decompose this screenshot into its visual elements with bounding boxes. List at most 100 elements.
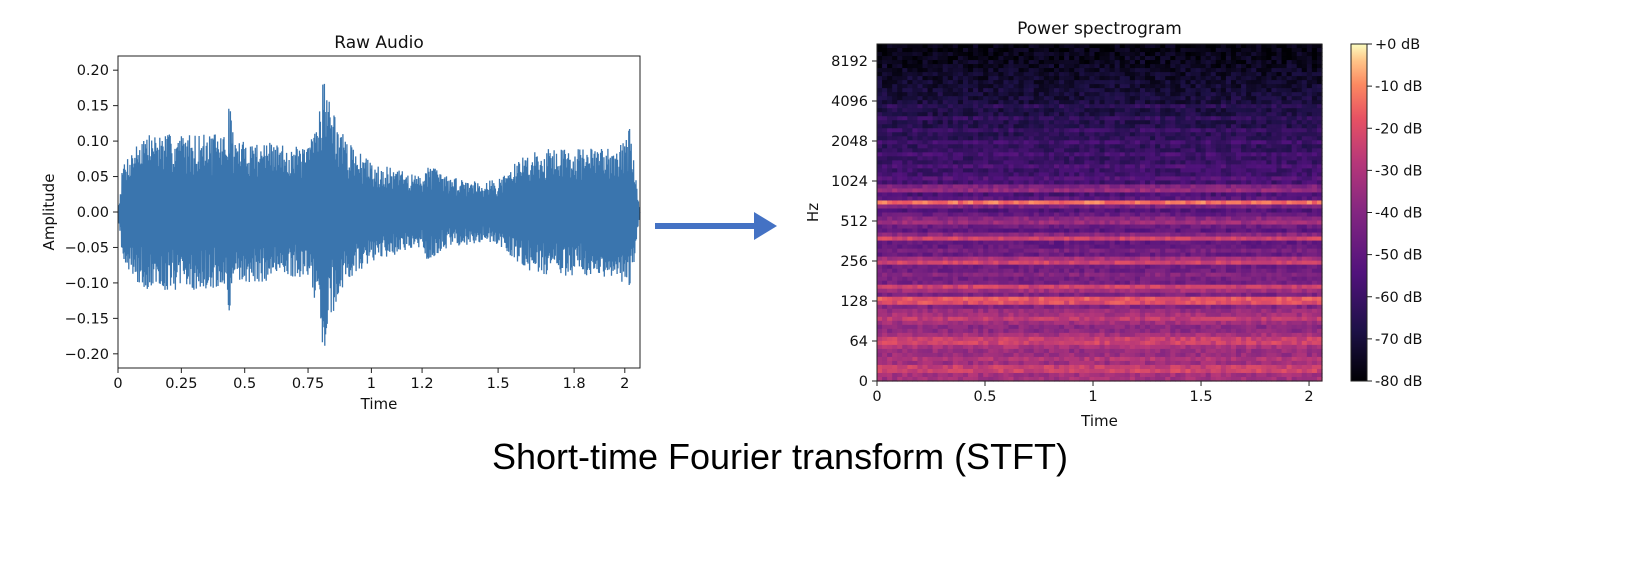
spectrogram-cell [988,196,994,202]
spectrogram-cell [882,336,888,342]
spectrogram-cell [1139,196,1146,202]
spectrogram-cell [1048,360,1055,366]
spectrogram-cell [1018,84,1025,89]
spectrogram-cell [978,172,984,177]
spectrogram-cell [1033,188,1040,194]
spectrogram-cell [1043,216,1050,222]
spectrogram-cell [892,140,898,145]
spectrogram-cell [922,68,929,73]
spectrogram-cell [962,368,969,374]
spectrogram-cell [902,184,908,190]
spectrogram-cell [1114,120,1121,125]
spectrogram-cell [1160,164,1166,169]
spectrogram-cell [962,172,969,177]
spectrogram-cell [1160,296,1166,302]
spectrogram-cell [892,372,898,378]
spectrogram-cell [917,148,924,153]
spectrogram-cell [902,44,908,49]
spectrogram-cell [1124,332,1131,338]
spectrogram-cell [1150,372,1156,378]
spectrogram-cell [917,112,924,117]
spectrogram-cell [1104,60,1111,65]
spectrogram-cell [917,132,924,137]
spectrogram-cell [1139,284,1146,290]
spectrogram-cell [952,356,959,362]
spectrogram-cell [882,364,888,370]
spectrogram-cell [1008,376,1015,382]
spectrogram-cell [917,220,924,226]
spectrogram-cell [957,360,964,366]
spectrogram-cell [998,112,1005,117]
spectrogram-cell [1053,312,1060,318]
spectrogram-cell [1074,292,1080,298]
spectrogram-cell [927,236,934,242]
spectrogram-cell [1089,108,1096,113]
spectrogram-cell [942,360,949,366]
spectrogram-cell [988,324,994,330]
spectrogram-cell [1129,284,1136,290]
spectrogram-cell [1094,48,1101,53]
spectrogram-cell [1109,320,1116,326]
spectrogram-cell [1043,296,1050,302]
spectrogram-cell [1084,228,1090,234]
spectrogram-cell [1119,68,1126,73]
spectrogram-cell [1079,200,1085,206]
spectrogram-cell [1104,320,1111,326]
spectrogram-cell [892,112,898,117]
spectrogram-cell [897,44,903,49]
spectrogram-cell [1109,260,1116,266]
spectrogram-cell [1129,108,1136,113]
spectrogram-cell [882,292,888,298]
spectrogram-cell [1124,164,1131,169]
spectrogram-cell [1018,336,1025,342]
spectrogram-cell [897,148,903,153]
spectrogram-cell [942,160,949,165]
spectrogram-cell [1079,188,1085,194]
spectrogram-cell [1114,200,1121,206]
spectrogram-cell [1033,200,1040,206]
spectrogram-cell [892,84,898,89]
spectrogram-cell [957,324,964,330]
spectrogram-cell [1079,124,1085,129]
spectrogram-cell [1069,160,1075,165]
spectrogram-cell [917,208,924,214]
spectrogram-cell [922,236,929,242]
spectrogram-cell [1124,236,1131,242]
spectrogram-cell [1023,100,1030,105]
spectrogram-cell [1124,88,1131,93]
spectrogram-cell [1104,220,1111,226]
spectrogram-cell [1150,176,1156,181]
spectrogram-cell [907,224,913,230]
spectrogram-cell [897,76,903,81]
spectrogram-cell [1104,228,1111,234]
spectrogram-cell [957,212,964,218]
spectrogram-cell [993,344,999,350]
spectrogram-cell [1028,276,1035,282]
spectrogram-cell [988,64,994,69]
spectrogram-cell [922,112,929,117]
spectrogram-cell [897,292,903,298]
spectrogram-cell [1114,240,1121,246]
spectrogram-cell [1160,220,1166,226]
spectrogram-cell [957,192,964,198]
spectrogram-cell [902,88,908,93]
spectrogram-cell [1023,264,1030,270]
spectrogram-cell [1134,212,1141,218]
spectrogram-cell [1059,324,1065,330]
spectrogram-cell [952,216,959,222]
spectrogram-cell [1059,160,1065,165]
spectrogram-cell [968,228,974,234]
spectrogram-cell [1053,200,1060,206]
spectrogram-cell [1043,96,1050,101]
spectrogram-cell [922,124,929,129]
spectrogram-cell [1114,204,1121,210]
spectrogram-cell [1124,284,1131,290]
spectrogram-cell [877,344,883,350]
spectrogram-cell [1119,52,1126,57]
spectrogram-cell [1109,116,1116,121]
spectrogram-cell [1165,252,1171,258]
spectrogram-cell [897,124,903,129]
spectrogram-cell [887,136,893,141]
spectrogram-cell [1033,52,1040,57]
spectrogram-cell [1094,128,1101,133]
